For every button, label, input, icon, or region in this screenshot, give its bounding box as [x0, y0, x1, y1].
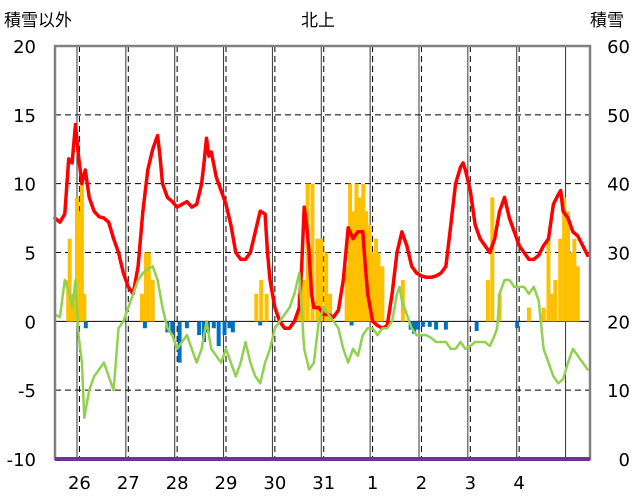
yellow-bar-43 [553, 280, 558, 322]
yellow-bar-47 [569, 252, 574, 322]
blue-bar-19 [420, 321, 425, 327]
chart-title: 北上 [301, 11, 335, 31]
day-label: 30 [263, 473, 286, 494]
yellow-bar-19 [315, 238, 320, 322]
blue-bar-5 [184, 321, 189, 329]
yellow-bar-36 [485, 280, 490, 322]
yellow-bar-25 [351, 211, 356, 322]
blue-bar-12 [227, 321, 232, 329]
right-tick-label: 20 [607, 312, 630, 333]
left-axis-label: 積雪以外 [4, 11, 72, 31]
yellow-bar-20 [319, 238, 324, 322]
yellow-bar-42 [550, 293, 555, 322]
yellow-bar-6 [79, 183, 84, 322]
blue-bar-11 [222, 321, 227, 336]
yellow-bar-22 [328, 293, 333, 322]
day-label: 26 [68, 473, 91, 494]
yellow-bar-14 [264, 293, 269, 322]
yellow-bar-31 [370, 252, 375, 322]
red-series-line [53, 122, 590, 330]
yellow-bar-9 [143, 252, 148, 322]
yellow-bar-16 [301, 280, 306, 322]
day-label: 1 [367, 473, 378, 494]
blue-bar-9 [211, 321, 216, 329]
blue-bar-17 [412, 321, 417, 334]
blue-bar-10 [216, 321, 221, 347]
right-tick-label: 40 [607, 175, 630, 196]
blue-bar-15 [349, 321, 354, 326]
yellow-bar-10 [146, 252, 151, 322]
yellow-bar-11 [150, 280, 155, 322]
day-label: 28 [166, 473, 189, 494]
left-tick-label: 5 [25, 244, 36, 265]
blue-bar-3 [170, 321, 175, 336]
day-label: 27 [117, 473, 140, 494]
yellow-bar-49 [575, 266, 580, 322]
left-tick-label: 20 [13, 37, 36, 58]
yellow-bar-34 [380, 266, 385, 322]
yellow-bar-26 [354, 183, 359, 322]
left-tick-label: 10 [13, 175, 36, 196]
blue-bar-4 [177, 321, 182, 363]
left-tick-label: -10 [7, 450, 36, 471]
yellow-bar-1 [67, 238, 72, 322]
right-axis-label: 積雪 [590, 11, 624, 31]
yellow-bar-27 [357, 197, 362, 322]
yellow-bar-24 [348, 183, 353, 322]
yellow-bar-32 [374, 238, 378, 322]
yellow-bar-21 [324, 252, 329, 322]
yellow-bar-33 [376, 252, 381, 322]
yellow-bar-23 [344, 266, 349, 322]
left-tick-label: 0 [25, 312, 36, 333]
yellow-bar-40 [541, 307, 546, 322]
yellow-bar-46 [566, 211, 571, 322]
day-label: 31 [312, 473, 335, 494]
right-tick-label: 0 [619, 450, 630, 471]
yellow-bar-12 [254, 293, 259, 322]
blue-bar-13 [230, 321, 235, 333]
blue-bar-22 [443, 321, 448, 330]
blue-bar-14 [258, 321, 263, 326]
day-label: 3 [465, 473, 476, 494]
yellow-bar-37 [490, 197, 495, 322]
line-layer [53, 122, 590, 419]
grid [55, 45, 590, 459]
green-series-line [53, 265, 589, 419]
yellow-bar-13 [259, 280, 264, 322]
yellow-bar-39 [526, 307, 531, 322]
left-tick-label: 15 [13, 106, 36, 127]
yellow-bar-41 [546, 238, 551, 322]
day-label: 2 [416, 473, 427, 494]
yellow-bar-44 [558, 238, 563, 322]
yellow-bar-7 [82, 293, 87, 322]
yellow-bar-5 [77, 211, 82, 322]
yellow-bar-18 [310, 183, 315, 322]
yellow-bar-8 [139, 293, 144, 322]
blue-bar-0 [83, 321, 88, 329]
blue-bar-20 [427, 321, 432, 327]
right-tick-label: 60 [607, 37, 630, 58]
blue-bar-1 [142, 321, 147, 329]
blue-bar-18 [416, 321, 421, 330]
yellow-bar-30 [367, 224, 372, 322]
blue-bar-6 [197, 321, 202, 336]
blue-bar-24 [515, 321, 520, 329]
blue-bar-21 [434, 321, 439, 330]
yellow-bar-48 [572, 238, 577, 322]
blue-bar-23 [474, 321, 479, 331]
left-tick-label: -5 [18, 381, 36, 402]
yellow-bar-45 [562, 197, 567, 322]
right-tick-label: 30 [607, 244, 630, 265]
yellow-bar-4 [74, 197, 79, 322]
right-tick-label: 10 [607, 381, 630, 402]
day-label: 29 [215, 473, 238, 494]
day-label: 4 [513, 473, 524, 494]
right-tick-label: 50 [607, 106, 630, 127]
